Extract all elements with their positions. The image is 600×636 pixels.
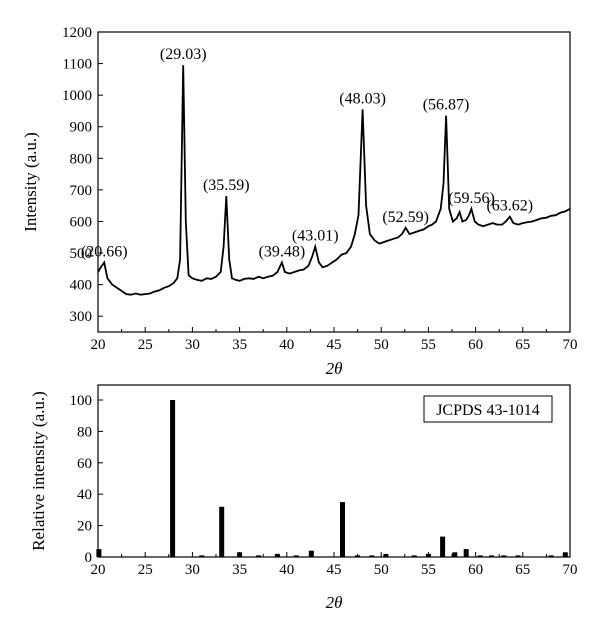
- peak-label: (59.56): [448, 190, 495, 207]
- x-tick-label: 55: [421, 337, 436, 353]
- reference-bar: [383, 553, 389, 557]
- peak-label: (63.62): [486, 198, 533, 215]
- reference-bar: [256, 555, 261, 557]
- legend-label: JCPDS 43-1014: [436, 402, 540, 419]
- peak-label: (52.59): [382, 209, 429, 226]
- y-ticks: 300 400 500 600 700 800 900 1000 1100 1200: [62, 25, 103, 325]
- y-tick-label: 800: [70, 151, 93, 167]
- reference-bar: [274, 553, 280, 557]
- y-tick-label: 60: [77, 456, 92, 472]
- x-tick-label: 50: [374, 562, 389, 578]
- reference-bar: [219, 506, 225, 557]
- peak-annotations: (20.66) (29.03) (35.59) (39.48)(43.01) (48.0…: [81, 46, 533, 260]
- legend-box: [423, 395, 553, 423]
- x-tick-label: 70: [563, 337, 578, 353]
- x-tick-label: 30: [185, 337, 200, 353]
- x-tick-label: 60: [468, 562, 483, 578]
- peak-label: (39.48): [259, 244, 306, 261]
- x-tick-label: 20: [91, 562, 106, 578]
- x-tick-label: 45: [327, 562, 342, 578]
- y-tick-label: 300: [70, 309, 93, 325]
- reference-bar: [489, 555, 495, 557]
- y-tick-label: 1200: [62, 25, 92, 41]
- xrd-pattern-chart: 20 25 30 35 40 45 50 55 60 65 70 300 400 500 600 700 80…: [21, 25, 578, 378]
- y-tick-label: 80: [77, 424, 92, 440]
- reference-bar: [463, 549, 469, 557]
- y-tick-label: 500: [70, 246, 93, 262]
- x-axis-title: 2θ: [326, 359, 343, 378]
- peak-label: (43.01): [292, 228, 339, 245]
- reference-bar: [199, 555, 205, 557]
- x-tick-label: 25: [138, 337, 153, 353]
- x-tick-label: 50: [374, 337, 389, 353]
- x-tick-label: 45: [327, 337, 342, 353]
- x-tick-label: 70: [563, 562, 578, 578]
- reference-bar: [501, 555, 507, 557]
- reference-bar: [411, 555, 417, 557]
- reference-bar: [96, 549, 102, 557]
- reference-bar: [562, 552, 568, 557]
- y-ticks: 0 20 40 60 80 100: [70, 393, 103, 566]
- x-ticks: 20 25 30 35 40 45 50 55 60 65 70: [91, 552, 578, 578]
- peak-label: (29.03): [160, 46, 207, 63]
- reference-bar: [170, 400, 176, 557]
- x-tick-label: 30: [185, 562, 200, 578]
- y-tick-label: 700: [70, 183, 93, 199]
- reference-bar: [369, 555, 375, 557]
- y-axis-title: Relative intensity (a.u.): [29, 391, 48, 551]
- y-tick-label: 900: [70, 120, 93, 136]
- x-ticks: 20 25 30 35 40 45 50 55 60 65 70: [91, 327, 578, 353]
- y-tick-label: 20: [77, 519, 92, 535]
- reference-bar: [340, 502, 345, 557]
- peak-label: (35.59): [203, 177, 250, 194]
- reference-bar: [425, 553, 431, 557]
- x-tick-label: 35: [232, 337, 247, 353]
- reference-bar: [440, 536, 446, 557]
- reference-bar: [548, 555, 554, 557]
- x-tick-label: 35: [232, 562, 247, 578]
- reference-bar: [293, 555, 299, 557]
- series-line: [97, 65, 571, 296]
- y-axis-title: Intensity (a.u.): [21, 132, 40, 232]
- reference-bars: [96, 400, 568, 557]
- reference-bar: [355, 555, 361, 557]
- x-tick-label: 25: [138, 562, 153, 578]
- y-tick-label: 100: [70, 393, 93, 409]
- x-tick-label: 40: [279, 337, 294, 353]
- reference-bar: [452, 552, 458, 557]
- x-tick-label: 20: [91, 337, 106, 353]
- x-tick-label: 65: [515, 562, 530, 578]
- y-tick-label: 0: [85, 550, 93, 566]
- reference-bar: [308, 550, 314, 557]
- x-tick-label: 55: [421, 562, 436, 578]
- reference-bar: [477, 555, 483, 557]
- peak-label: (48.03): [339, 90, 386, 107]
- reference-bar: [515, 555, 521, 557]
- y-tick-label: 600: [70, 214, 93, 230]
- x-tick-label: 65: [515, 337, 530, 353]
- x-tick-label: 60: [468, 337, 483, 353]
- peak-label: (56.87): [423, 97, 470, 114]
- x-axis-title: 2θ: [326, 593, 343, 612]
- y-tick-label: 40: [77, 487, 92, 503]
- reference-bar: [237, 552, 243, 557]
- y-tick-label: 1100: [63, 57, 92, 73]
- y-tick-label: 1000: [62, 88, 92, 104]
- x-tick-label: 40: [279, 562, 294, 578]
- peak-label: (20.66): [81, 244, 128, 261]
- y-tick-label: 400: [70, 278, 93, 294]
